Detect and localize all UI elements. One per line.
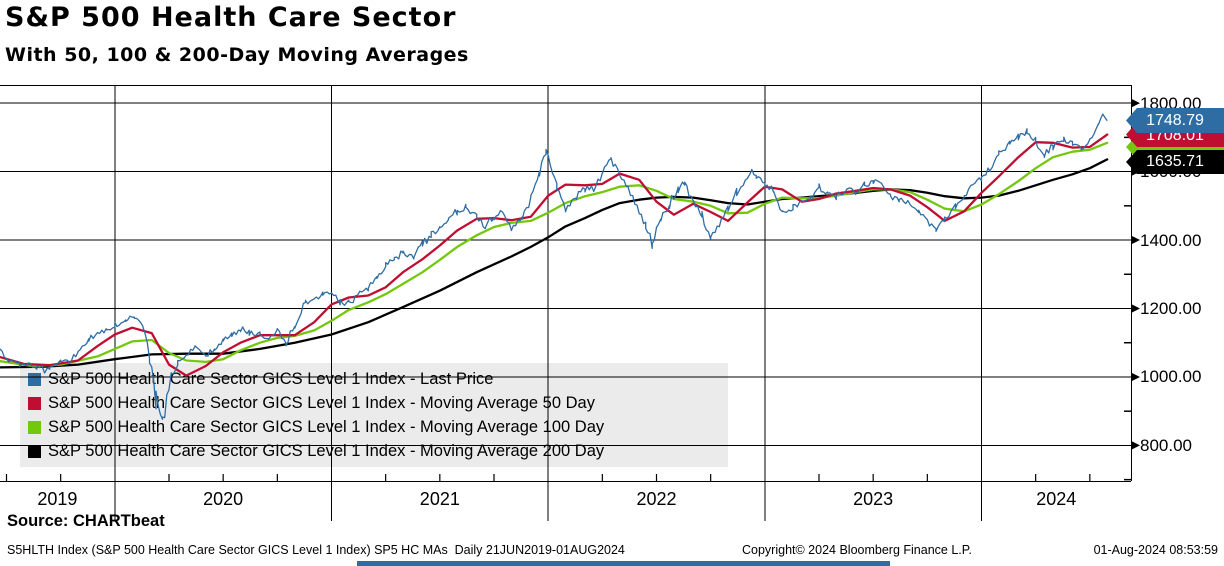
- y-tick-arrow: [1131, 235, 1140, 245]
- legend-swatch-icon: [28, 372, 41, 386]
- legend-item-2: S&P 500 Health Care Sector GICS Level 1 …: [20, 415, 728, 439]
- y-axis-label-1800: 1800.00: [1140, 93, 1202, 113]
- x-axis-label-2024: 2024: [1036, 489, 1077, 509]
- legend-label: S&P 500 Health Care Sector GICS Level 1 …: [48, 393, 595, 412]
- x-axis-label-2019: 2019: [37, 489, 78, 509]
- y-axis-label-1400: 1400.00: [1140, 230, 1202, 250]
- page-subtitle: With 50, 100 & 200-Day Moving Averages: [5, 44, 469, 66]
- legend-swatch-icon: [28, 420, 41, 434]
- legend-label: S&P 500 Health Care Sector GICS Level 1 …: [48, 441, 605, 460]
- series-ma200-line: [0, 158, 1109, 369]
- y-axis-label-1200: 1200.00: [1140, 298, 1202, 318]
- footer-timestamp: 01-Aug-2024 08:53:59: [1093, 543, 1218, 557]
- x-axis-label-2022: 2022: [636, 489, 677, 509]
- y-axis-label-1000: 1000.00: [1140, 367, 1202, 387]
- series-ma100-line: [0, 141, 1109, 368]
- footer-security-info: S5HLTH Index (S&P 500 Health Care Sector…: [7, 543, 625, 557]
- x-axis-label-2021: 2021: [419, 489, 460, 509]
- y-tick-arrow: [1131, 303, 1140, 313]
- legend-item-1: S&P 500 Health Care Sector GICS Level 1 …: [20, 391, 728, 415]
- source-label: Source: CHARTbeat: [7, 512, 165, 530]
- series-last-price-line: [0, 113, 1108, 420]
- legend-item-3: S&P 500 Health Care Sector GICS Level 1 …: [20, 439, 728, 463]
- footer-copyright: Copyright© 2024 Bloomberg Finance L.P.: [742, 543, 972, 557]
- y-tick-arrow: [1131, 372, 1140, 382]
- legend-swatch-icon: [28, 396, 41, 410]
- legend-label: S&P 500 Health Care Sector GICS Level 1 …: [48, 417, 605, 436]
- footer-bar: [357, 561, 890, 566]
- page-title: S&P 500 Health Care Sector: [5, 2, 457, 33]
- price-callout-ma-200-day: 1635.71: [1126, 150, 1224, 174]
- legend-swatch-icon: [28, 444, 41, 458]
- legend-item-0: S&P 500 Health Care Sector GICS Level 1 …: [20, 367, 728, 391]
- legend: S&P 500 Health Care Sector GICS Level 1 …: [20, 363, 728, 467]
- x-axis-label-2020: 2020: [203, 489, 244, 509]
- legend-label: S&P 500 Health Care Sector GICS Level 1 …: [48, 369, 494, 388]
- plot-area[interactable]: [0, 85, 1224, 526]
- y-tick-arrow: [1131, 440, 1140, 450]
- y-axis-label-800: 800.00: [1140, 435, 1192, 455]
- series-ma50-line: [0, 133, 1109, 377]
- y-tick-arrow: [1131, 98, 1140, 108]
- x-axis-label-2023: 2023: [853, 489, 894, 509]
- price-callout-last-price: 1748.79: [1126, 108, 1224, 133]
